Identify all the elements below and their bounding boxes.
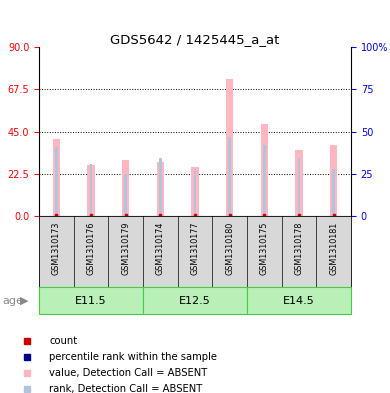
Text: GSM1310177: GSM1310177 bbox=[190, 222, 200, 275]
Bar bbox=[55, 147, 58, 216]
Bar bbox=[159, 158, 162, 216]
Bar bbox=[90, 163, 92, 216]
Text: E14.5: E14.5 bbox=[283, 296, 315, 306]
Bar bbox=[53, 139, 60, 216]
Bar bbox=[156, 162, 164, 216]
Text: GSM1310176: GSM1310176 bbox=[87, 222, 96, 275]
Text: GSM1310181: GSM1310181 bbox=[329, 222, 338, 275]
Bar bbox=[226, 79, 234, 216]
Bar bbox=[330, 145, 337, 216]
Bar bbox=[143, 287, 247, 314]
Text: GSM1310179: GSM1310179 bbox=[121, 222, 130, 275]
Text: E12.5: E12.5 bbox=[179, 296, 211, 306]
Text: rank, Detection Call = ABSENT: rank, Detection Call = ABSENT bbox=[49, 384, 202, 393]
Text: E11.5: E11.5 bbox=[75, 296, 107, 306]
Bar bbox=[39, 287, 143, 314]
Title: GDS5642 / 1425445_a_at: GDS5642 / 1425445_a_at bbox=[110, 33, 280, 46]
Bar bbox=[263, 145, 266, 216]
Bar bbox=[247, 287, 351, 314]
Text: GSM1310173: GSM1310173 bbox=[52, 222, 61, 275]
Text: GSM1310180: GSM1310180 bbox=[225, 222, 234, 275]
Bar bbox=[191, 167, 199, 216]
Text: percentile rank within the sample: percentile rank within the sample bbox=[49, 352, 217, 362]
Bar bbox=[298, 158, 300, 216]
Text: GSM1310174: GSM1310174 bbox=[156, 222, 165, 275]
Bar bbox=[332, 169, 335, 216]
Text: count: count bbox=[49, 336, 78, 347]
Text: value, Detection Call = ABSENT: value, Detection Call = ABSENT bbox=[49, 368, 207, 378]
Text: GSM1310175: GSM1310175 bbox=[260, 222, 269, 275]
Bar bbox=[261, 124, 268, 216]
Bar bbox=[124, 174, 127, 216]
Bar bbox=[193, 171, 197, 216]
Text: GSM1310178: GSM1310178 bbox=[294, 222, 303, 275]
Bar bbox=[228, 137, 231, 216]
Bar bbox=[122, 160, 129, 216]
Text: age: age bbox=[2, 296, 23, 306]
Bar bbox=[87, 165, 95, 216]
Text: ▶: ▶ bbox=[20, 296, 28, 306]
Bar bbox=[295, 151, 303, 216]
